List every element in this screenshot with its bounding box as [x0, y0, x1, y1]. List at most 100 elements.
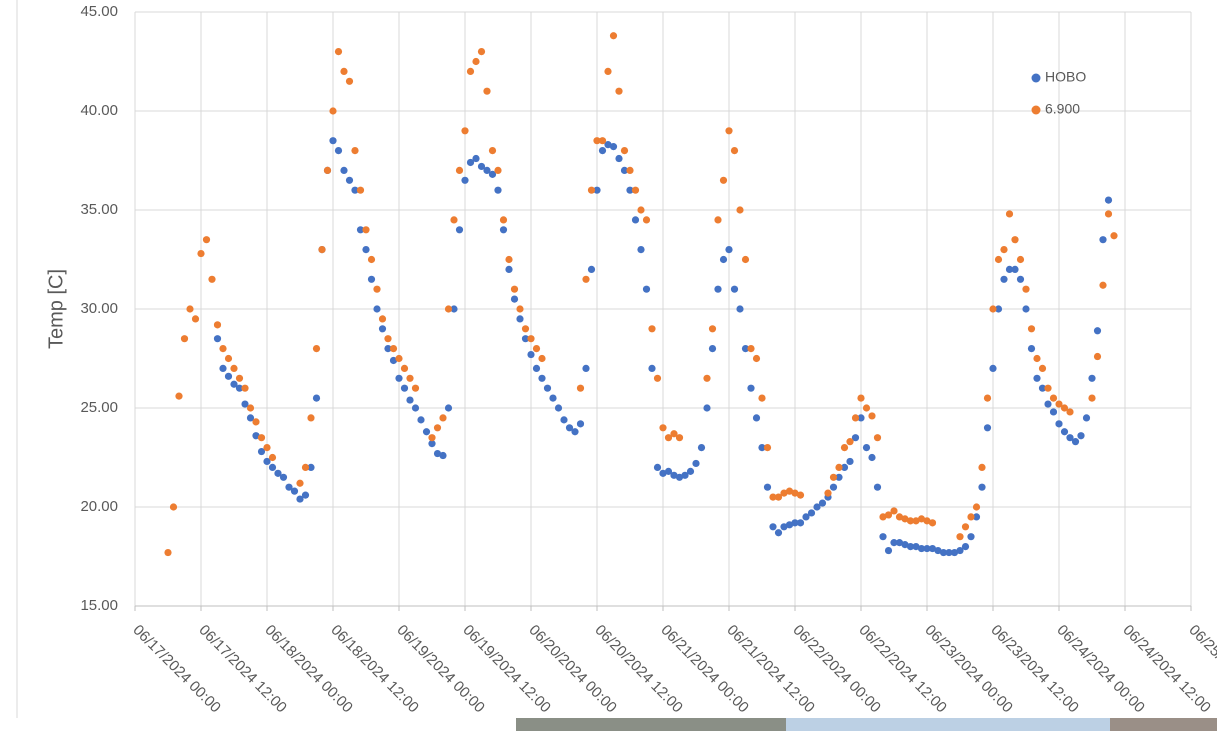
data-point — [384, 335, 391, 342]
data-point — [852, 414, 859, 421]
data-point — [489, 147, 496, 154]
data-point — [582, 365, 589, 372]
data-point — [857, 395, 864, 402]
background-strip — [516, 718, 786, 731]
data-point — [522, 325, 529, 332]
data-point — [1088, 375, 1095, 382]
data-point — [346, 177, 353, 184]
data-point — [423, 428, 430, 435]
data-point — [962, 523, 969, 530]
data-point — [560, 416, 567, 423]
data-point — [1083, 414, 1090, 421]
data-point — [269, 464, 276, 471]
data-point — [544, 385, 551, 392]
data-point — [269, 454, 276, 461]
legend-marker — [1032, 74, 1041, 83]
data-point — [879, 533, 886, 540]
data-point — [494, 167, 501, 174]
data-point — [1033, 355, 1040, 362]
y-tick-label: 35.00 — [80, 201, 118, 218]
data-point — [1039, 365, 1046, 372]
data-point — [1050, 408, 1057, 415]
data-point — [769, 523, 776, 530]
data-point — [1088, 395, 1095, 402]
data-point — [225, 373, 232, 380]
data-point — [439, 452, 446, 459]
data-point — [412, 404, 419, 411]
data-point — [1011, 266, 1018, 273]
data-point — [1061, 428, 1068, 435]
data-point — [995, 256, 1002, 263]
data-point — [797, 519, 804, 526]
data-point — [533, 345, 540, 352]
data-point — [714, 216, 721, 223]
data-point — [373, 286, 380, 293]
data-point — [709, 325, 716, 332]
data-point — [252, 418, 259, 425]
data-point — [687, 468, 694, 475]
data-point — [863, 404, 870, 411]
data-point — [439, 414, 446, 421]
data-point — [351, 147, 358, 154]
data-point — [197, 250, 204, 257]
y-axis-title: Temp [C] — [45, 269, 67, 349]
data-point — [208, 276, 215, 283]
data-point — [615, 88, 622, 95]
data-point — [967, 533, 974, 540]
data-point — [830, 484, 837, 491]
data-point — [962, 543, 969, 550]
data-point — [736, 206, 743, 213]
data-point — [373, 305, 380, 312]
data-point — [1022, 305, 1029, 312]
data-point — [824, 490, 831, 497]
data-point — [478, 48, 485, 55]
data-point — [538, 375, 545, 382]
data-point — [219, 345, 226, 352]
data-point — [615, 155, 622, 162]
data-point — [643, 216, 650, 223]
data-point — [313, 395, 320, 402]
data-point — [643, 286, 650, 293]
data-point — [1017, 256, 1024, 263]
data-point — [390, 345, 397, 352]
data-point — [313, 345, 320, 352]
y-tick-label: 15.00 — [80, 597, 118, 614]
data-point — [835, 464, 842, 471]
data-point — [571, 428, 578, 435]
data-point — [599, 137, 606, 144]
data-point — [736, 305, 743, 312]
data-point — [247, 404, 254, 411]
data-point — [230, 365, 237, 372]
data-point — [1000, 276, 1007, 283]
data-point — [742, 256, 749, 263]
data-point — [967, 513, 974, 520]
data-point — [1055, 420, 1062, 427]
data-point — [401, 385, 408, 392]
y-tick-label: 20.00 — [80, 498, 118, 515]
data-point — [445, 305, 452, 312]
data-point — [472, 155, 479, 162]
data-point — [808, 509, 815, 516]
data-point — [527, 335, 534, 342]
legend-label: 6.900 — [1045, 101, 1080, 117]
data-point — [819, 499, 826, 506]
data-point — [1072, 438, 1079, 445]
data-point — [241, 385, 248, 392]
data-point — [175, 393, 182, 400]
data-point — [714, 286, 721, 293]
data-point — [505, 256, 512, 263]
data-point — [291, 488, 298, 495]
data-point — [280, 474, 287, 481]
data-point — [731, 147, 738, 154]
data-point — [830, 474, 837, 481]
data-point — [890, 507, 897, 514]
data-point — [538, 355, 545, 362]
legend-marker — [1032, 106, 1041, 115]
data-point — [329, 107, 336, 114]
data-point — [610, 32, 617, 39]
legend-label: HOBO — [1045, 69, 1086, 85]
data-point — [406, 396, 413, 403]
data-point — [219, 365, 226, 372]
data-point — [258, 434, 265, 441]
data-point — [505, 266, 512, 273]
